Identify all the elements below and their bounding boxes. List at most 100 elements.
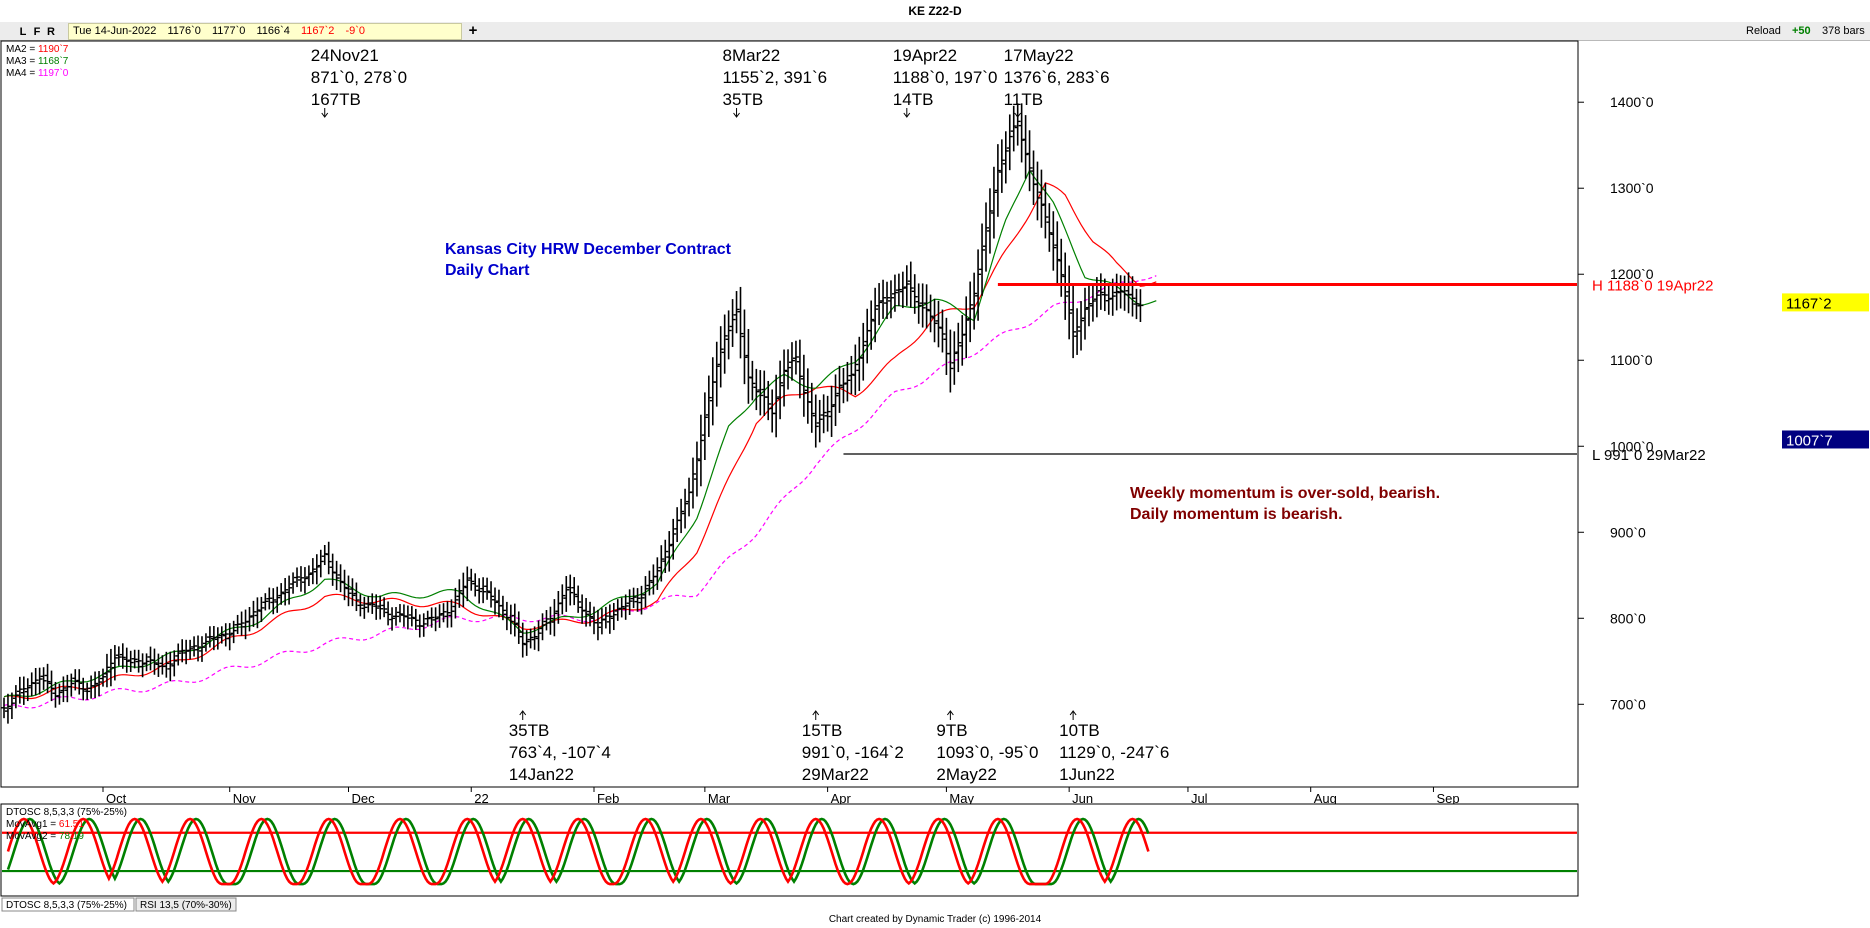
price-bar xyxy=(214,627,221,650)
svg-text:1376`6, 283`6: 1376`6, 283`6 xyxy=(1004,68,1110,87)
svg-text:Daily momentum is bearish.: Daily momentum is bearish. xyxy=(1130,506,1343,523)
price-bar xyxy=(670,518,677,560)
price-bar xyxy=(393,606,400,626)
price-bar xyxy=(852,344,859,396)
price-bar xyxy=(773,374,780,438)
svg-text:1007`7: 1007`7 xyxy=(1786,432,1833,449)
price-bar xyxy=(143,653,150,672)
price-bar xyxy=(115,646,122,666)
price-bar xyxy=(36,667,43,695)
tab-dtosc[interactable]: DTOSC 8,5,3,3 (75%-25%) xyxy=(1,897,135,912)
price-bar xyxy=(1125,272,1132,314)
swing-label: 19Apr22 1188`0, 197`0 14TB xyxy=(893,46,997,118)
ma4-series xyxy=(3,275,1157,709)
price-bar xyxy=(630,587,637,609)
svg-text:871`0, 278`0: 871`0, 278`0 xyxy=(311,68,407,87)
svg-text:24Nov21: 24Nov21 xyxy=(311,46,379,65)
price-bar xyxy=(587,601,594,627)
toolbar-button-f[interactable]: F xyxy=(33,26,41,38)
price-bar xyxy=(294,567,301,588)
price-bar xyxy=(583,597,590,627)
ma-legend-item: MA3 = 1168`7 xyxy=(6,55,69,67)
x-tick-label: Dec xyxy=(351,791,375,806)
toolbar-button-l[interactable]: L xyxy=(19,26,27,38)
quote-close: 1167`2 xyxy=(300,25,335,37)
price-marker: 1007`7 xyxy=(1782,430,1869,449)
price-bar xyxy=(824,395,831,432)
price-bar xyxy=(626,589,633,616)
price-bar xyxy=(725,310,732,360)
reload-button[interactable]: Reload xyxy=(1746,25,1781,37)
price-bar xyxy=(420,613,427,637)
price-bar xyxy=(80,677,87,701)
price-bar xyxy=(44,663,51,694)
price-bar xyxy=(860,322,867,381)
toolbar-button-r[interactable]: R xyxy=(47,26,55,38)
x-tick-label: Apr xyxy=(831,791,852,806)
svg-text:1129`0, -247`6: 1129`0, -247`6 xyxy=(1059,743,1169,762)
svg-text:35TB: 35TB xyxy=(723,90,764,109)
price-bar xyxy=(1113,273,1120,311)
footer-credit: Chart created by Dynamic Trader (c) 1996… xyxy=(828,914,1042,925)
svg-text:DTOSC 8,5,3,3 (75%-25%): DTOSC 8,5,3,3 (75%-25%) xyxy=(6,807,127,818)
price-bar xyxy=(345,575,352,607)
svg-text:29Mar22: 29Mar22 xyxy=(802,765,869,784)
price-bar xyxy=(693,441,700,497)
price-bar xyxy=(400,604,407,627)
price-bar xyxy=(1042,182,1049,239)
bar-count: 378 bars xyxy=(1822,25,1865,37)
price-bar xyxy=(408,606,415,627)
svg-text:1Jun22: 1Jun22 xyxy=(1059,765,1115,784)
price-bar xyxy=(884,281,891,320)
price-bar xyxy=(167,651,174,682)
price-bar xyxy=(329,553,336,586)
price-bar xyxy=(876,283,883,326)
price-bar xyxy=(325,541,332,575)
tab-rsi[interactable]: RSI 13,5 (70%-30%) xyxy=(135,897,237,912)
price-bar xyxy=(206,626,213,648)
swing-label: 24Nov21 871`0, 278`0 167TB xyxy=(311,46,407,118)
svg-text:14TB: 14TB xyxy=(893,90,934,109)
price-bar xyxy=(4,693,11,724)
zoom-in-button[interactable]: +50 xyxy=(1792,25,1811,37)
price-bar xyxy=(903,265,910,306)
price-bar xyxy=(1121,275,1128,311)
svg-text:11TB: 11TB xyxy=(1004,90,1043,109)
price-bar xyxy=(1034,161,1041,221)
price-bar xyxy=(147,646,154,671)
x-tick-label: Jul xyxy=(1191,791,1208,806)
price-bar xyxy=(1081,287,1088,340)
price-bar xyxy=(828,385,835,437)
add-chart-button[interactable]: + xyxy=(468,22,478,39)
price-bar xyxy=(131,649,138,669)
svg-text:17May22: 17May22 xyxy=(1004,46,1074,65)
price-bar xyxy=(563,576,570,612)
price-bar xyxy=(1050,211,1057,271)
price-bar xyxy=(20,676,27,705)
price-bar xyxy=(931,298,938,343)
price-bar xyxy=(488,581,495,608)
price-bar xyxy=(800,354,807,417)
price-bar xyxy=(559,584,566,615)
price-bar xyxy=(642,576,649,608)
price-bar xyxy=(610,602,617,631)
price-bar xyxy=(1002,131,1009,184)
price-bar xyxy=(990,166,997,239)
price-bar xyxy=(737,286,744,359)
price-bar xyxy=(436,604,443,628)
price-bar xyxy=(753,368,760,411)
price-bar xyxy=(476,578,483,604)
price-bar xyxy=(341,569,348,601)
price-bar xyxy=(777,360,784,420)
svg-text:763`4, -107`4: 763`4, -107`4 xyxy=(509,743,611,762)
quote-date: Tue 14-Jun-2022 xyxy=(73,25,157,37)
price-bar xyxy=(880,279,887,319)
price-bar xyxy=(523,630,530,656)
price-bar xyxy=(804,368,811,424)
svg-text:RSI 13,5 (70%-30%): RSI 13,5 (70%-30%) xyxy=(140,900,232,911)
price-bar xyxy=(1070,283,1077,359)
price-bar xyxy=(832,374,839,427)
price-bar xyxy=(503,601,510,631)
svg-text:14Jan22: 14Jan22 xyxy=(509,765,574,784)
price-bar xyxy=(278,583,285,605)
